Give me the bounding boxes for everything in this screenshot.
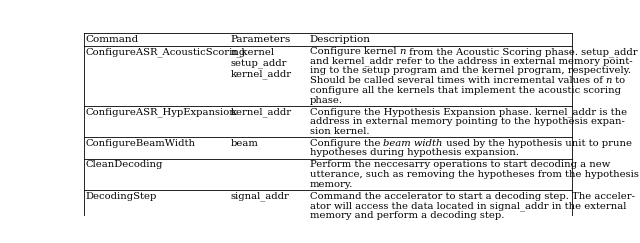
Text: ing to the setup program and the kernel program, respectively.: ing to the setup program and the kernel … xyxy=(310,67,630,76)
Text: kernel_addr: kernel_addr xyxy=(230,107,291,117)
Text: Command the accelerator to start a decoding step. The acceler-: Command the accelerator to start a decod… xyxy=(310,191,635,200)
Text: address in external memory pointing to the hypothesis expan-: address in external memory pointing to t… xyxy=(310,117,625,126)
Text: configure all the kernels that implement the acoustic scoring: configure all the kernels that implement… xyxy=(310,86,621,95)
Text: to: to xyxy=(612,76,625,85)
Text: memory.: memory. xyxy=(310,180,353,189)
Text: DecodingStep: DecodingStep xyxy=(85,191,157,200)
Text: and kernel_addr refer to the address in external memory point-: and kernel_addr refer to the address in … xyxy=(310,57,632,66)
Text: from the Acoustic Scoring phase. setup_addr: from the Acoustic Scoring phase. setup_a… xyxy=(406,47,637,57)
Text: hypotheses during hypothesis expansion.: hypotheses during hypothesis expansion. xyxy=(310,148,518,157)
Text: Configure the Hypothesis Expansion phase. kernel_addr is the: Configure the Hypothesis Expansion phase… xyxy=(310,107,627,117)
Text: Configure the: Configure the xyxy=(310,139,383,148)
Text: phase.: phase. xyxy=(310,95,342,104)
Text: Parameters: Parameters xyxy=(230,35,291,44)
Text: used by the hypothesis unit to prune: used by the hypothesis unit to prune xyxy=(443,139,632,148)
Text: Description: Description xyxy=(310,35,371,44)
Text: Perform the neccesarry operations to start decoding a new: Perform the neccesarry operations to sta… xyxy=(310,160,610,169)
Text: Configure kernel: Configure kernel xyxy=(310,47,399,56)
Text: memory and perform a decoding step.: memory and perform a decoding step. xyxy=(310,211,504,220)
Text: signal_addr: signal_addr xyxy=(230,191,289,201)
Text: CleanDecoding: CleanDecoding xyxy=(85,160,163,169)
Text: n_kernel
setup_addr
kernel_addr: n_kernel setup_addr kernel_addr xyxy=(230,47,291,79)
Text: ConfigureASR_HypExpansion: ConfigureASR_HypExpansion xyxy=(85,107,236,117)
Text: n: n xyxy=(606,76,612,85)
Text: Should be called several times with incremental values of: Should be called several times with incr… xyxy=(310,76,606,85)
Text: ator will access the data located in signal_addr in the external: ator will access the data located in sig… xyxy=(310,201,626,211)
Text: ConfigureASR_AcousticScoring: ConfigureASR_AcousticScoring xyxy=(85,47,246,57)
Text: beam: beam xyxy=(230,139,258,148)
Text: beam width: beam width xyxy=(383,139,443,148)
Text: utterance, such as removing the hypotheses from the hypothesis: utterance, such as removing the hypothes… xyxy=(310,170,639,179)
Text: sion kernel.: sion kernel. xyxy=(310,127,369,136)
Text: ConfigureBeamWidth: ConfigureBeamWidth xyxy=(85,139,195,148)
Text: Command: Command xyxy=(85,35,139,44)
Text: n: n xyxy=(399,47,406,56)
